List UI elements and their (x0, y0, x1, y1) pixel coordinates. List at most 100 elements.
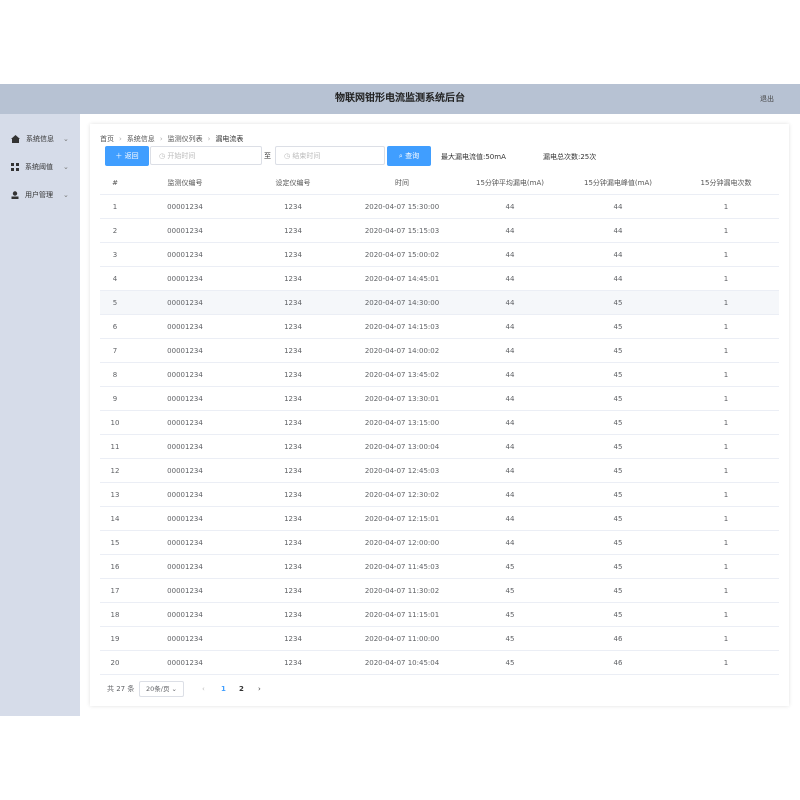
menu-item[interactable]: 系统阈值 ⌄ (0, 153, 80, 181)
table-cell: 2020-04-07 14:30:00 (364, 299, 440, 307)
table-cell: 15 (110, 539, 120, 547)
back-button[interactable]: ＋ 返回 (105, 146, 149, 166)
crumb-item[interactable]: 监测仪列表 (167, 135, 203, 143)
query-button[interactable]: ⌕ 查询 (387, 146, 431, 166)
table-cell: 44 (505, 347, 515, 355)
table-cell: 45 (613, 515, 623, 523)
table-cell: 5 (112, 299, 118, 307)
table-cell: 2020-04-07 11:30:02 (364, 587, 440, 595)
page-number[interactable]: 2 (239, 685, 244, 693)
content-card: 首页 › 系统信息 › 监测仪列表 › 漏电流表 ＋ 返回 ◷ 开始时间 至 ◷ 结束时间 … (90, 124, 789, 706)
table-cell: 00001234 (167, 227, 203, 235)
table-cell: 44 (505, 515, 515, 523)
table-cell: 2020-04-07 13:00:04 (364, 443, 440, 451)
app-title: 物联网钳形电流监测系统后台 (335, 93, 465, 104)
end-input[interactable]: ◷ 结束时间 (275, 146, 385, 165)
table-cell: 44 (613, 227, 623, 235)
crumb-item[interactable]: 系统信息 (126, 135, 155, 143)
table-cell: 2020-04-07 15:15:03 (364, 227, 440, 235)
table-cell: 00001234 (167, 467, 203, 475)
table-cell: 00001234 (167, 275, 203, 283)
column-header: 15分钟平均漏电(mA) (476, 179, 544, 187)
table-cell: 1234 (284, 539, 302, 547)
table-cell: 10 (110, 419, 120, 427)
separator: › (159, 135, 163, 143)
table-row: 14 00001234 1234 2020-04-07 12:15:01 44 45 1 (100, 507, 779, 531)
table-cell: 44 (505, 251, 515, 259)
page-number[interactable]: 1 (221, 685, 226, 693)
table-cell: 45 (613, 347, 623, 355)
table-cell: 44 (505, 227, 515, 235)
table-cell: 2020-04-07 12:15:01 (364, 515, 440, 523)
menu-item[interactable]: 用户管理 ⌄ (0, 181, 80, 209)
menu-label: 系统信息 (26, 135, 54, 143)
placeholder: 开始时间 (167, 151, 196, 160)
next-page[interactable]: › (258, 685, 261, 693)
range-separator: 至 (264, 152, 271, 160)
table-cell: 00001234 (167, 395, 203, 403)
max-current: 最大漏电流值:50mA (441, 153, 506, 161)
table-row: 11 00001234 1234 2020-04-07 13:00:04 44 45 1 (100, 435, 779, 459)
table-cell: 9 (112, 395, 118, 403)
table-cell: 1 (723, 419, 729, 427)
table-cell: 2 (112, 227, 118, 235)
table-cell: 00001234 (167, 299, 203, 307)
icon (11, 163, 19, 171)
table-cell: 45 (505, 563, 515, 571)
table-cell: 1234 (284, 371, 302, 379)
table-cell: 00001234 (167, 443, 203, 451)
column-header: 时间 (395, 179, 409, 187)
table-cell: 1234 (284, 515, 302, 523)
table-cell: 2020-04-07 13:45:02 (364, 371, 440, 379)
table-cell: 20 (110, 659, 120, 667)
table-cell: 00001234 (167, 419, 203, 427)
table-row: 10 00001234 1234 2020-04-07 13:15:00 44 45 1 (100, 411, 779, 435)
table-row: 4 00001234 1234 2020-04-07 14:45:01 44 44 1 (100, 267, 779, 291)
table-cell: 13 (110, 491, 120, 499)
table-cell: 1 (723, 275, 729, 283)
header: 物联网钳形电流监测系统后台 退出 (0, 84, 800, 114)
table-cell: 45 (613, 563, 623, 571)
separator: › (207, 135, 211, 143)
table-cell: 1234 (284, 491, 302, 499)
table-cell: 1234 (284, 659, 302, 667)
table-cell: 2020-04-07 15:30:00 (364, 203, 440, 211)
table-cell: 2020-04-07 14:15:03 (364, 323, 440, 331)
table-cell: 2020-04-07 10:45:04 (364, 659, 440, 667)
table-row: 3 00001234 1234 2020-04-07 15:00:02 44 44 1 (100, 243, 779, 267)
table-cell: 00001234 (167, 491, 203, 499)
table-cell: 44 (505, 395, 515, 403)
table-cell: 1234 (284, 419, 302, 427)
menu-item[interactable]: 系统信息 ⌄ (0, 125, 80, 153)
table-row: 12 00001234 1234 2020-04-07 12:45:03 44 45 1 (100, 459, 779, 483)
table-cell: 1234 (284, 563, 302, 571)
breadcrumb: 首页 › 系统信息 › 监测仪列表 › 漏电流表 (100, 134, 243, 144)
table-cell: 12 (110, 467, 120, 475)
column-header: # (112, 179, 118, 187)
prev-page[interactable]: ‹ (202, 685, 205, 693)
table-cell: 1 (723, 515, 729, 523)
table-cell: 2020-04-07 14:45:01 (364, 275, 440, 283)
separator: › (119, 135, 122, 143)
start-input[interactable]: ◷ 开始时间 (150, 146, 262, 165)
table-cell: 17 (110, 587, 120, 595)
table-cell: 2020-04-07 12:30:02 (364, 491, 440, 499)
table-cell: 1 (723, 371, 729, 379)
crumb-item[interactable]: 首页 (100, 135, 114, 143)
table-row: 5 00001234 1234 2020-04-07 14:30:00 44 45 1 (100, 291, 779, 315)
table-cell: 2020-04-07 11:45:03 (364, 563, 440, 571)
table-cell: 1234 (284, 251, 302, 259)
table-header: # 监测仪编号 设定仪编号 时间 15分钟平均漏电(mA) 15分钟漏电峰值(mA) 15分… (100, 171, 779, 195)
table-cell: 1234 (284, 203, 302, 211)
table-cell: 44 (505, 467, 515, 475)
crumb-item: 漏电流表 (215, 135, 244, 143)
table-cell: 7 (112, 347, 118, 355)
table-row: 17 00001234 1234 2020-04-07 11:30:02 45 45 1 (100, 579, 779, 603)
table-cell: 44 (613, 275, 623, 283)
logout[interactable]: 退出 (760, 95, 774, 103)
page-size[interactable]: 20条/页 ⌄ (139, 681, 184, 697)
table-cell: 00001234 (167, 323, 203, 331)
table-cell: 1234 (284, 467, 302, 475)
table-cell: 00001234 (167, 371, 203, 379)
table-cell: 44 (505, 419, 515, 427)
